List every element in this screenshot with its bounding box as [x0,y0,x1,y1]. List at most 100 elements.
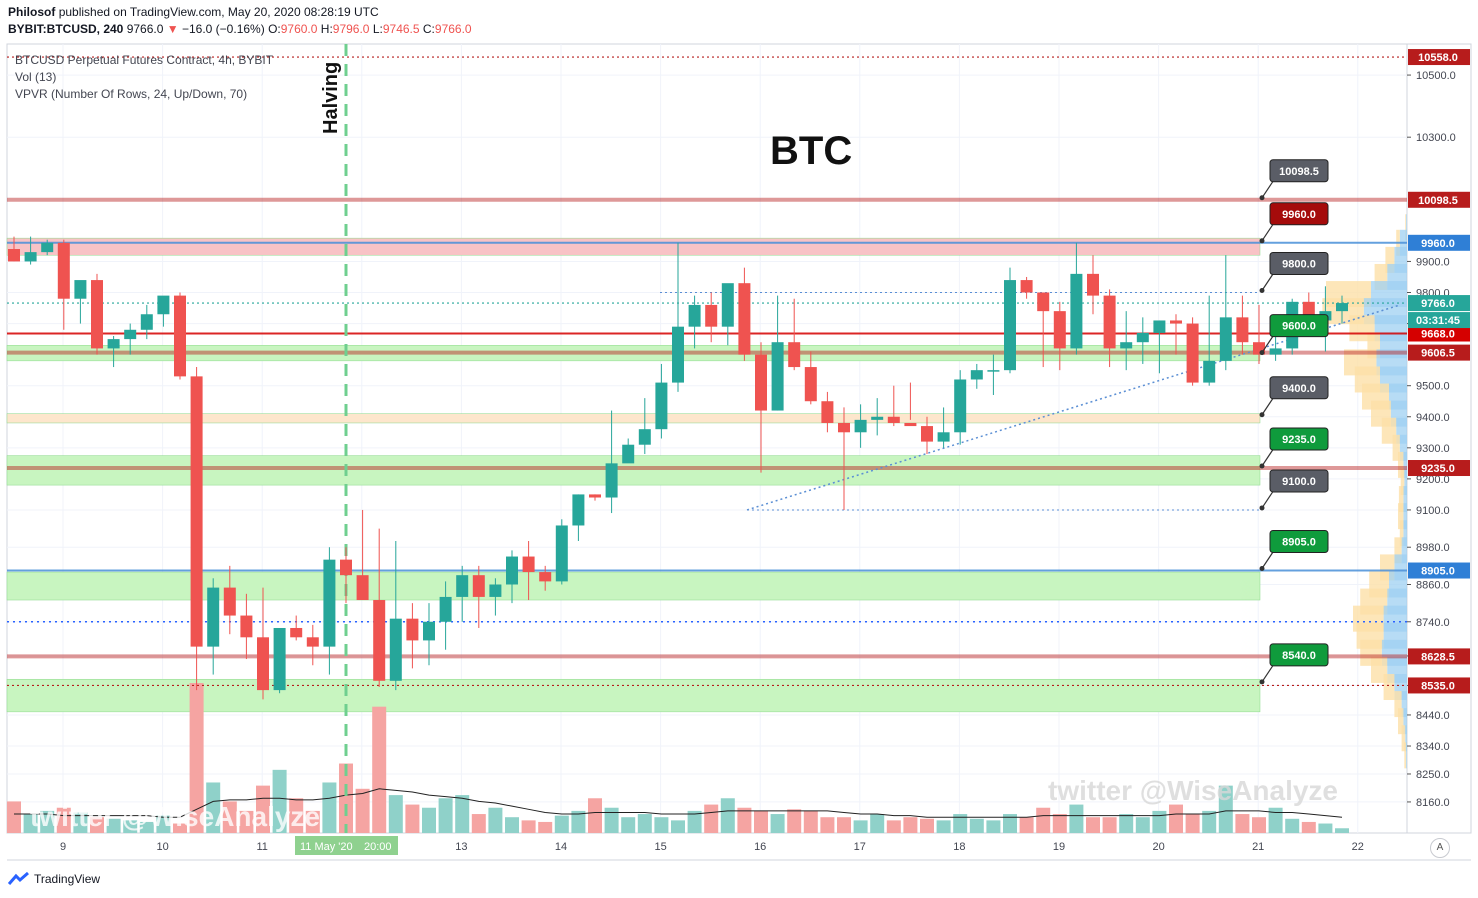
price-change: −16.0 (−0.16%) [181,22,265,36]
candle-body [1070,273,1083,349]
volume-bar [339,763,353,833]
volume-bar [488,807,503,833]
candle-body [1236,317,1249,343]
y-tick-label: 8160.0 [1416,797,1450,809]
vpvr-up-bar [1403,451,1407,478]
candle-body [207,587,220,647]
candle-body [771,342,784,411]
candle-body [157,295,170,315]
candle-body [572,494,585,526]
candle-body [1053,311,1066,349]
countdown-tag [1408,312,1470,329]
candle-body [8,249,20,262]
price-axis [1406,43,1472,834]
candle-body [522,556,535,573]
price-tag [1408,49,1470,66]
publish-info: Philosof published on TradingView.com, M… [8,5,379,19]
candle-body [190,376,203,647]
callout-dot [1259,238,1265,244]
callout-dot [1259,566,1265,572]
volume-bar [1301,821,1316,833]
vpvr-up-bar [1401,691,1407,718]
callout-box [1269,252,1329,276]
vpvr-up-bar [1404,468,1407,495]
x-tick-label: 15 [654,841,666,853]
candle-body [1020,280,1033,293]
candle-body [721,283,734,327]
vpvr-down-bar [1385,246,1395,273]
callout-dot [1259,463,1265,469]
candle-body [1336,303,1348,312]
callout-box [1269,643,1329,667]
candle-body [223,587,236,616]
candle-body [323,559,336,647]
volume-bar [621,817,636,833]
volume-bar [588,798,602,833]
x-tick-label: 18 [953,841,965,853]
volume-bar [388,795,403,833]
vpvr-up-bar [1405,725,1407,752]
volume-bar [322,782,337,833]
candle-body [257,637,269,691]
callout-dot [1259,505,1265,511]
legend-vpvr[interactable]: VPVR (Number Of Rows, 24, Up/Down, 70) [15,87,248,101]
volume-bar [1052,814,1067,833]
legend-volume[interactable]: Vol (13) [15,70,57,84]
y-tick-label: 9100.0 [1416,505,1450,517]
symbol-label[interactable]: BYBIT:BTCUSD, 240 [8,22,124,36]
volume-bar [272,769,287,833]
volume-bar [770,814,785,833]
volume-bar [256,785,270,833]
brand-name: TradingView [34,872,101,886]
footer-brand[interactable]: TradingView [8,872,100,886]
candle-body [838,422,850,433]
volume-bar [1102,817,1117,833]
vpvr-down-bar [1401,725,1406,752]
vpvr-up-bar [1396,417,1407,444]
candle-body [788,342,801,368]
x-tick-label: 19 [1053,841,1065,853]
candle-body [57,242,70,299]
vpvr-down-bar [1398,486,1404,513]
candle-body [506,556,518,585]
author-name[interactable]: Philosof [8,5,56,19]
close-label: C: [422,22,435,36]
volume-bar [1036,807,1051,833]
candle-body [1103,295,1116,349]
volume-bar [1185,814,1200,833]
volume-bar [1069,804,1084,833]
callout-box [1269,530,1329,554]
vpvr-down-bar [1404,742,1407,769]
volume-bar [969,818,984,833]
candle-body [1170,320,1182,324]
callout-label: 9235.0 [1282,434,1316,446]
callout-box [1269,159,1329,183]
y-tick-label: 8860.0 [1416,579,1450,591]
callout-label: 8905.0 [1282,537,1316,549]
volume-bar [1285,818,1300,833]
volume-bar [123,820,138,833]
price-tag [1408,234,1470,251]
callout-label: 9800.0 [1282,259,1316,271]
price-tag-label: 9668.0 [1421,329,1455,341]
volume-bar [206,782,221,833]
price-tag-label: 9960.0 [1421,238,1455,250]
callout-label: 10098.5 [1279,166,1319,178]
callout-label: 9400.0 [1282,383,1316,395]
legend-title[interactable]: BTCUSD Perpetual Futures Contract, 4h, B… [15,53,274,67]
volume-bar [1019,817,1034,833]
candle-body [91,280,103,349]
chart-legend: BTCUSD Perpetual Futures Contract, 4h, B… [15,52,273,103]
x-tick-label: 10 [156,841,168,853]
volume-bar [604,807,619,833]
auto-scale-button[interactable]: A [1430,838,1450,858]
callout-box [1269,427,1329,451]
x-tick-label: 14 [555,841,567,853]
vpvr-up-bar [1403,486,1407,513]
price-tag [1408,191,1470,208]
vpvr-down-bar [1371,656,1388,683]
volume-bar [239,810,254,833]
volume-bar [222,801,237,833]
volume-bar [571,810,586,833]
